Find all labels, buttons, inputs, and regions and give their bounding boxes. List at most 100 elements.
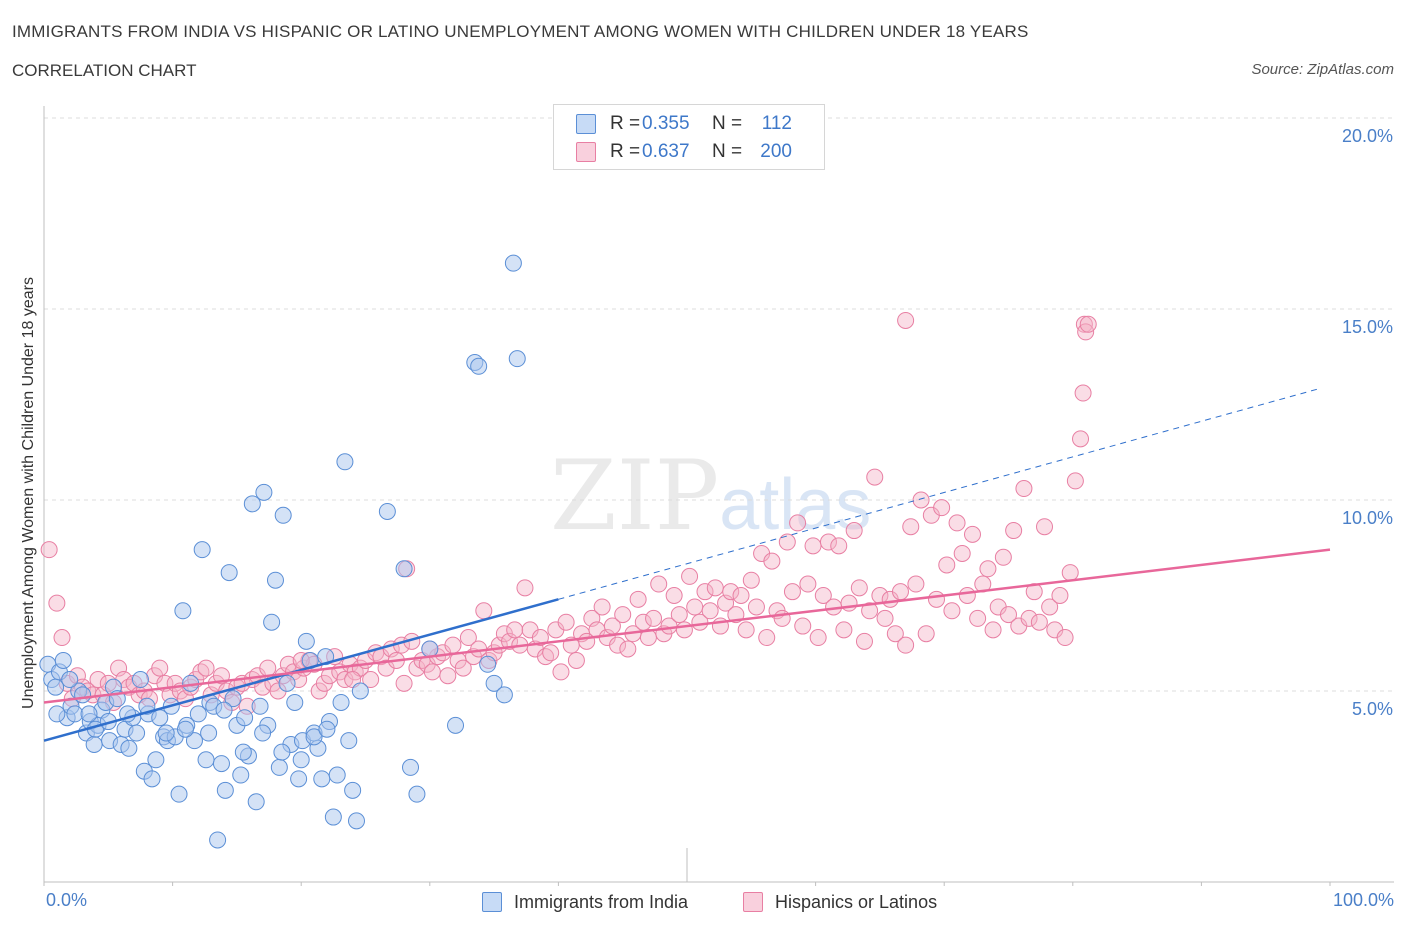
india-point bbox=[85, 735, 103, 753]
hispanic-point bbox=[979, 560, 997, 578]
india-point bbox=[318, 720, 336, 738]
y-tick-label: 15.0% bbox=[1342, 317, 1393, 337]
india-point bbox=[255, 483, 273, 501]
hispanic-point bbox=[969, 609, 987, 627]
hispanic-point bbox=[516, 579, 534, 597]
india-point bbox=[286, 693, 304, 711]
hispanic-point bbox=[994, 548, 1012, 566]
hispanic-point bbox=[675, 621, 693, 639]
india-point bbox=[485, 674, 503, 692]
india-point bbox=[224, 690, 242, 708]
watermark: ZIPatlas bbox=[550, 440, 871, 552]
india-point bbox=[470, 357, 488, 375]
hispanic-point bbox=[89, 671, 107, 689]
india-point bbox=[447, 716, 465, 734]
legend-label-hispanic: Hispanics or Latinos bbox=[775, 891, 938, 912]
india-point bbox=[80, 705, 98, 723]
hispanic-point bbox=[439, 667, 457, 685]
hispanic-point bbox=[758, 629, 776, 647]
india-point bbox=[66, 705, 84, 723]
legend-swatch-india bbox=[576, 114, 596, 134]
india-point bbox=[317, 648, 335, 666]
hispanic-point bbox=[1036, 518, 1054, 536]
india-point bbox=[54, 651, 72, 669]
india-point bbox=[402, 758, 420, 776]
x-axis-max-label: 100.0% bbox=[1332, 890, 1394, 910]
legend-r-value: 0.637 bbox=[642, 141, 690, 162]
hispanic-point bbox=[835, 621, 853, 639]
hispanic-point bbox=[722, 583, 740, 601]
hispanic-point bbox=[609, 636, 627, 654]
hispanic-point bbox=[542, 644, 560, 662]
hispanic-point bbox=[948, 514, 966, 532]
hispanic-point bbox=[696, 583, 714, 601]
hispanic-point bbox=[362, 671, 380, 689]
hispanic-point bbox=[48, 594, 66, 612]
hispanic-point bbox=[861, 602, 879, 620]
hispanic-point bbox=[902, 518, 920, 536]
hispanic-point bbox=[897, 311, 915, 329]
hispanic-point bbox=[907, 575, 925, 593]
hispanic-point bbox=[927, 590, 945, 608]
hispanic-point bbox=[423, 663, 441, 681]
hispanic-point bbox=[1005, 522, 1023, 540]
legend-n-value: 200 bbox=[760, 141, 792, 162]
hispanic-point bbox=[53, 629, 71, 647]
y-tick-labels: 5.0% 10.0% 15.0% 20.0% bbox=[1342, 126, 1393, 719]
hispanic-point bbox=[917, 625, 935, 643]
india-point bbox=[340, 732, 358, 750]
india-point bbox=[421, 640, 439, 658]
india-point bbox=[216, 781, 234, 799]
hispanic-point bbox=[943, 602, 961, 620]
legend-item-india: Immigrants from India bbox=[482, 889, 688, 915]
axes bbox=[43, 106, 1394, 886]
india-point bbox=[313, 770, 331, 788]
india-point bbox=[273, 743, 291, 761]
hispanic-point bbox=[459, 629, 477, 647]
india-point bbox=[274, 506, 292, 524]
hispanic-point bbox=[567, 651, 585, 669]
india-point bbox=[290, 770, 308, 788]
india-point bbox=[251, 697, 269, 715]
india-trend-extension bbox=[558, 388, 1318, 600]
india-point bbox=[215, 701, 233, 719]
hispanic-point bbox=[670, 606, 688, 624]
india-point bbox=[147, 751, 165, 769]
india-point bbox=[254, 724, 272, 742]
hispanic-point bbox=[701, 602, 719, 620]
india-point bbox=[504, 254, 522, 272]
hispanic-point bbox=[912, 491, 930, 509]
hispanic-point bbox=[876, 609, 894, 627]
legend-n-value: 112 bbox=[761, 113, 792, 134]
hispanic-point bbox=[395, 674, 413, 692]
hispanic-point bbox=[151, 659, 169, 677]
india-point bbox=[185, 732, 203, 750]
y-tick-label: 5.0% bbox=[1352, 699, 1393, 719]
hispanic-point bbox=[953, 544, 971, 562]
india-point bbox=[120, 739, 138, 757]
india-point bbox=[170, 785, 188, 803]
source-label: Source: ZipAtlas.com bbox=[1251, 61, 1394, 78]
hispanic-point bbox=[40, 541, 58, 559]
india-point bbox=[347, 812, 365, 830]
hispanic-point bbox=[1066, 472, 1084, 490]
india-point bbox=[128, 724, 146, 742]
india-point bbox=[479, 655, 497, 673]
india-point bbox=[408, 785, 426, 803]
hispanic-point bbox=[1015, 480, 1033, 498]
hispanic-point bbox=[933, 499, 951, 517]
legend-row-india: R = 0.355 N = 112 bbox=[576, 111, 792, 137]
hispanic-point bbox=[454, 659, 472, 677]
india-point bbox=[270, 758, 288, 776]
hispanic-point bbox=[794, 617, 812, 635]
india-point bbox=[197, 751, 215, 769]
legend-swatch-hispanic bbox=[743, 892, 763, 912]
india-point bbox=[297, 632, 315, 650]
india-point bbox=[266, 571, 284, 589]
india-point bbox=[247, 793, 265, 811]
hispanic-point bbox=[897, 636, 915, 654]
hispanic-point bbox=[686, 598, 704, 616]
trend-lines bbox=[43, 388, 1331, 742]
hispanic-point bbox=[1061, 564, 1079, 582]
legend-r-label: R = bbox=[610, 141, 641, 162]
